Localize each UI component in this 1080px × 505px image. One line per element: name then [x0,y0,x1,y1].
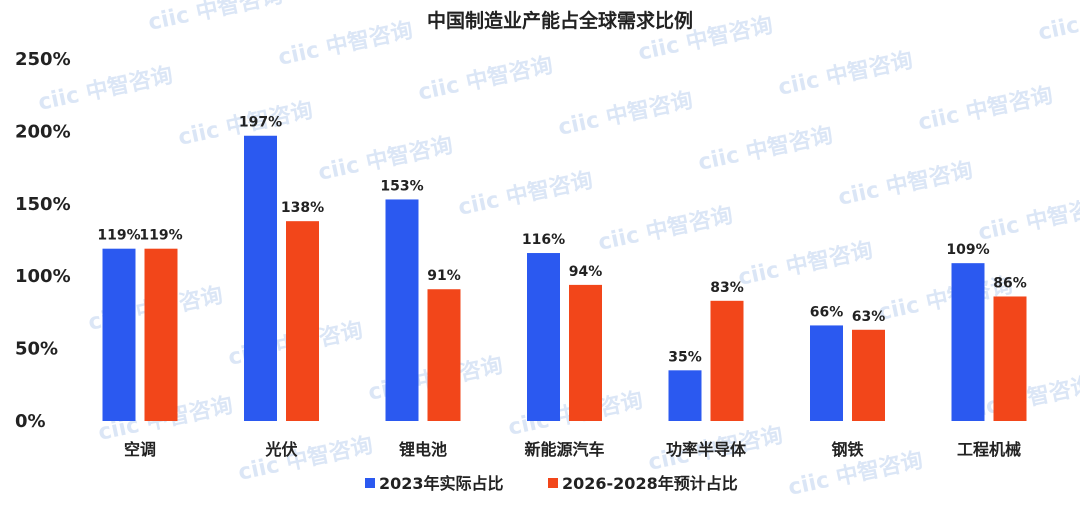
data-label: 66% [810,304,844,320]
bar [810,325,843,421]
bar [527,253,560,421]
watermark-text: ciic 中智咨询 [776,47,915,101]
watermark-text: ciic 中智咨询 [146,0,285,36]
data-label: 197% [239,115,282,131]
watermark-text: ciic 中智咨询 [976,192,1080,246]
y-tick-label: 50% [15,339,58,360]
data-label: 109% [946,242,989,258]
bar-groups: 119%119%197%138%153%91%116%94%35%83%66% 6… [97,115,1027,421]
watermark-text: ciic 中智咨询 [696,122,835,176]
y-tick-label: 0% [15,411,46,432]
legend: 2023年实际占比 2026-2028年预计占比 [365,474,738,493]
y-tick-label: 150% [15,194,71,215]
bar [668,370,702,421]
watermark-text: ciic 中智咨询 [416,52,555,106]
bar [244,135,277,421]
data-label: 153% [380,178,423,194]
watermark-text: ciic 中智咨询 [36,62,175,116]
data-label: 35% [668,349,702,365]
bar-group: 197% 138% [239,115,324,421]
bar-group: 35% 83% [668,280,744,421]
data-label: 138% [281,200,324,216]
watermark-text: ciic 中智咨询 [1036,0,1080,46]
bar [852,329,885,421]
data-label: 116% [522,232,565,248]
data-label: 119% [139,228,182,244]
x-tick-label: 功率半导体 [666,440,747,459]
y-tick-label: 200% [15,121,71,142]
y-axis: 0% 50% 100% 150% 200% 250% [15,49,71,432]
x-tick-label: 工程机械 [957,440,1021,459]
watermark-text: ciic 中智咨询 [596,202,735,256]
bar [951,263,985,421]
legend-label: 2023年实际占比 [379,474,504,493]
x-tick-label: 锂电池 [399,440,447,459]
legend-swatch [548,478,558,488]
x-axis: 空调 光伏 锂电池 新能源汽车 功率半导体 钢铁 工程机械 [124,440,1021,459]
data-label: 83% [710,280,744,296]
bar-group: 109% 86% [946,242,1027,421]
watermark-text: ciic 中智咨询 [456,167,595,221]
bar [385,199,419,421]
legend-label: 2026-2028年预计占比 [562,474,738,493]
watermark-text: ciic 中智咨询 [916,82,1055,136]
watermark-text: ciic 中智咨询 [736,237,875,291]
x-tick-label: 钢铁 [831,440,863,459]
bar [710,300,744,421]
legend-item: 2023年实际占比 [365,474,504,493]
data-label: 91% [427,268,461,284]
x-tick-label: 光伏 [264,440,297,459]
bar [102,248,136,421]
bar [569,284,602,421]
watermark-text: ciic 中智咨询 [836,157,975,211]
watermark-text: ciic 中智咨询 [276,17,415,71]
bar [427,289,461,421]
data-label: 63% [852,309,886,325]
bar [286,221,319,421]
bar [144,248,178,421]
data-label: 86% [993,275,1027,291]
x-tick-label: 新能源汽车 [524,440,604,459]
y-tick-label: 250% [15,49,71,70]
bar-group: 66% 63% [810,304,886,421]
bar-group: 153% 91% [380,178,461,421]
x-tick-label: 空调 [124,440,156,459]
data-label: 94% [569,264,603,280]
watermark-text: ciic 中智咨询 [556,87,695,141]
legend-item: 2026-2028年预计占比 [548,474,738,493]
watermark-text: ciic 中智咨询 [236,432,375,486]
chart-title: 中国制造业产能占全球需求比例 [427,9,693,32]
legend-swatch [365,478,375,488]
bar-group: 116%94% [522,232,602,421]
y-tick-label: 100% [15,266,71,287]
bar [993,296,1027,421]
data-label: 119% [97,228,140,244]
bar-group: 119%119% [97,228,183,421]
